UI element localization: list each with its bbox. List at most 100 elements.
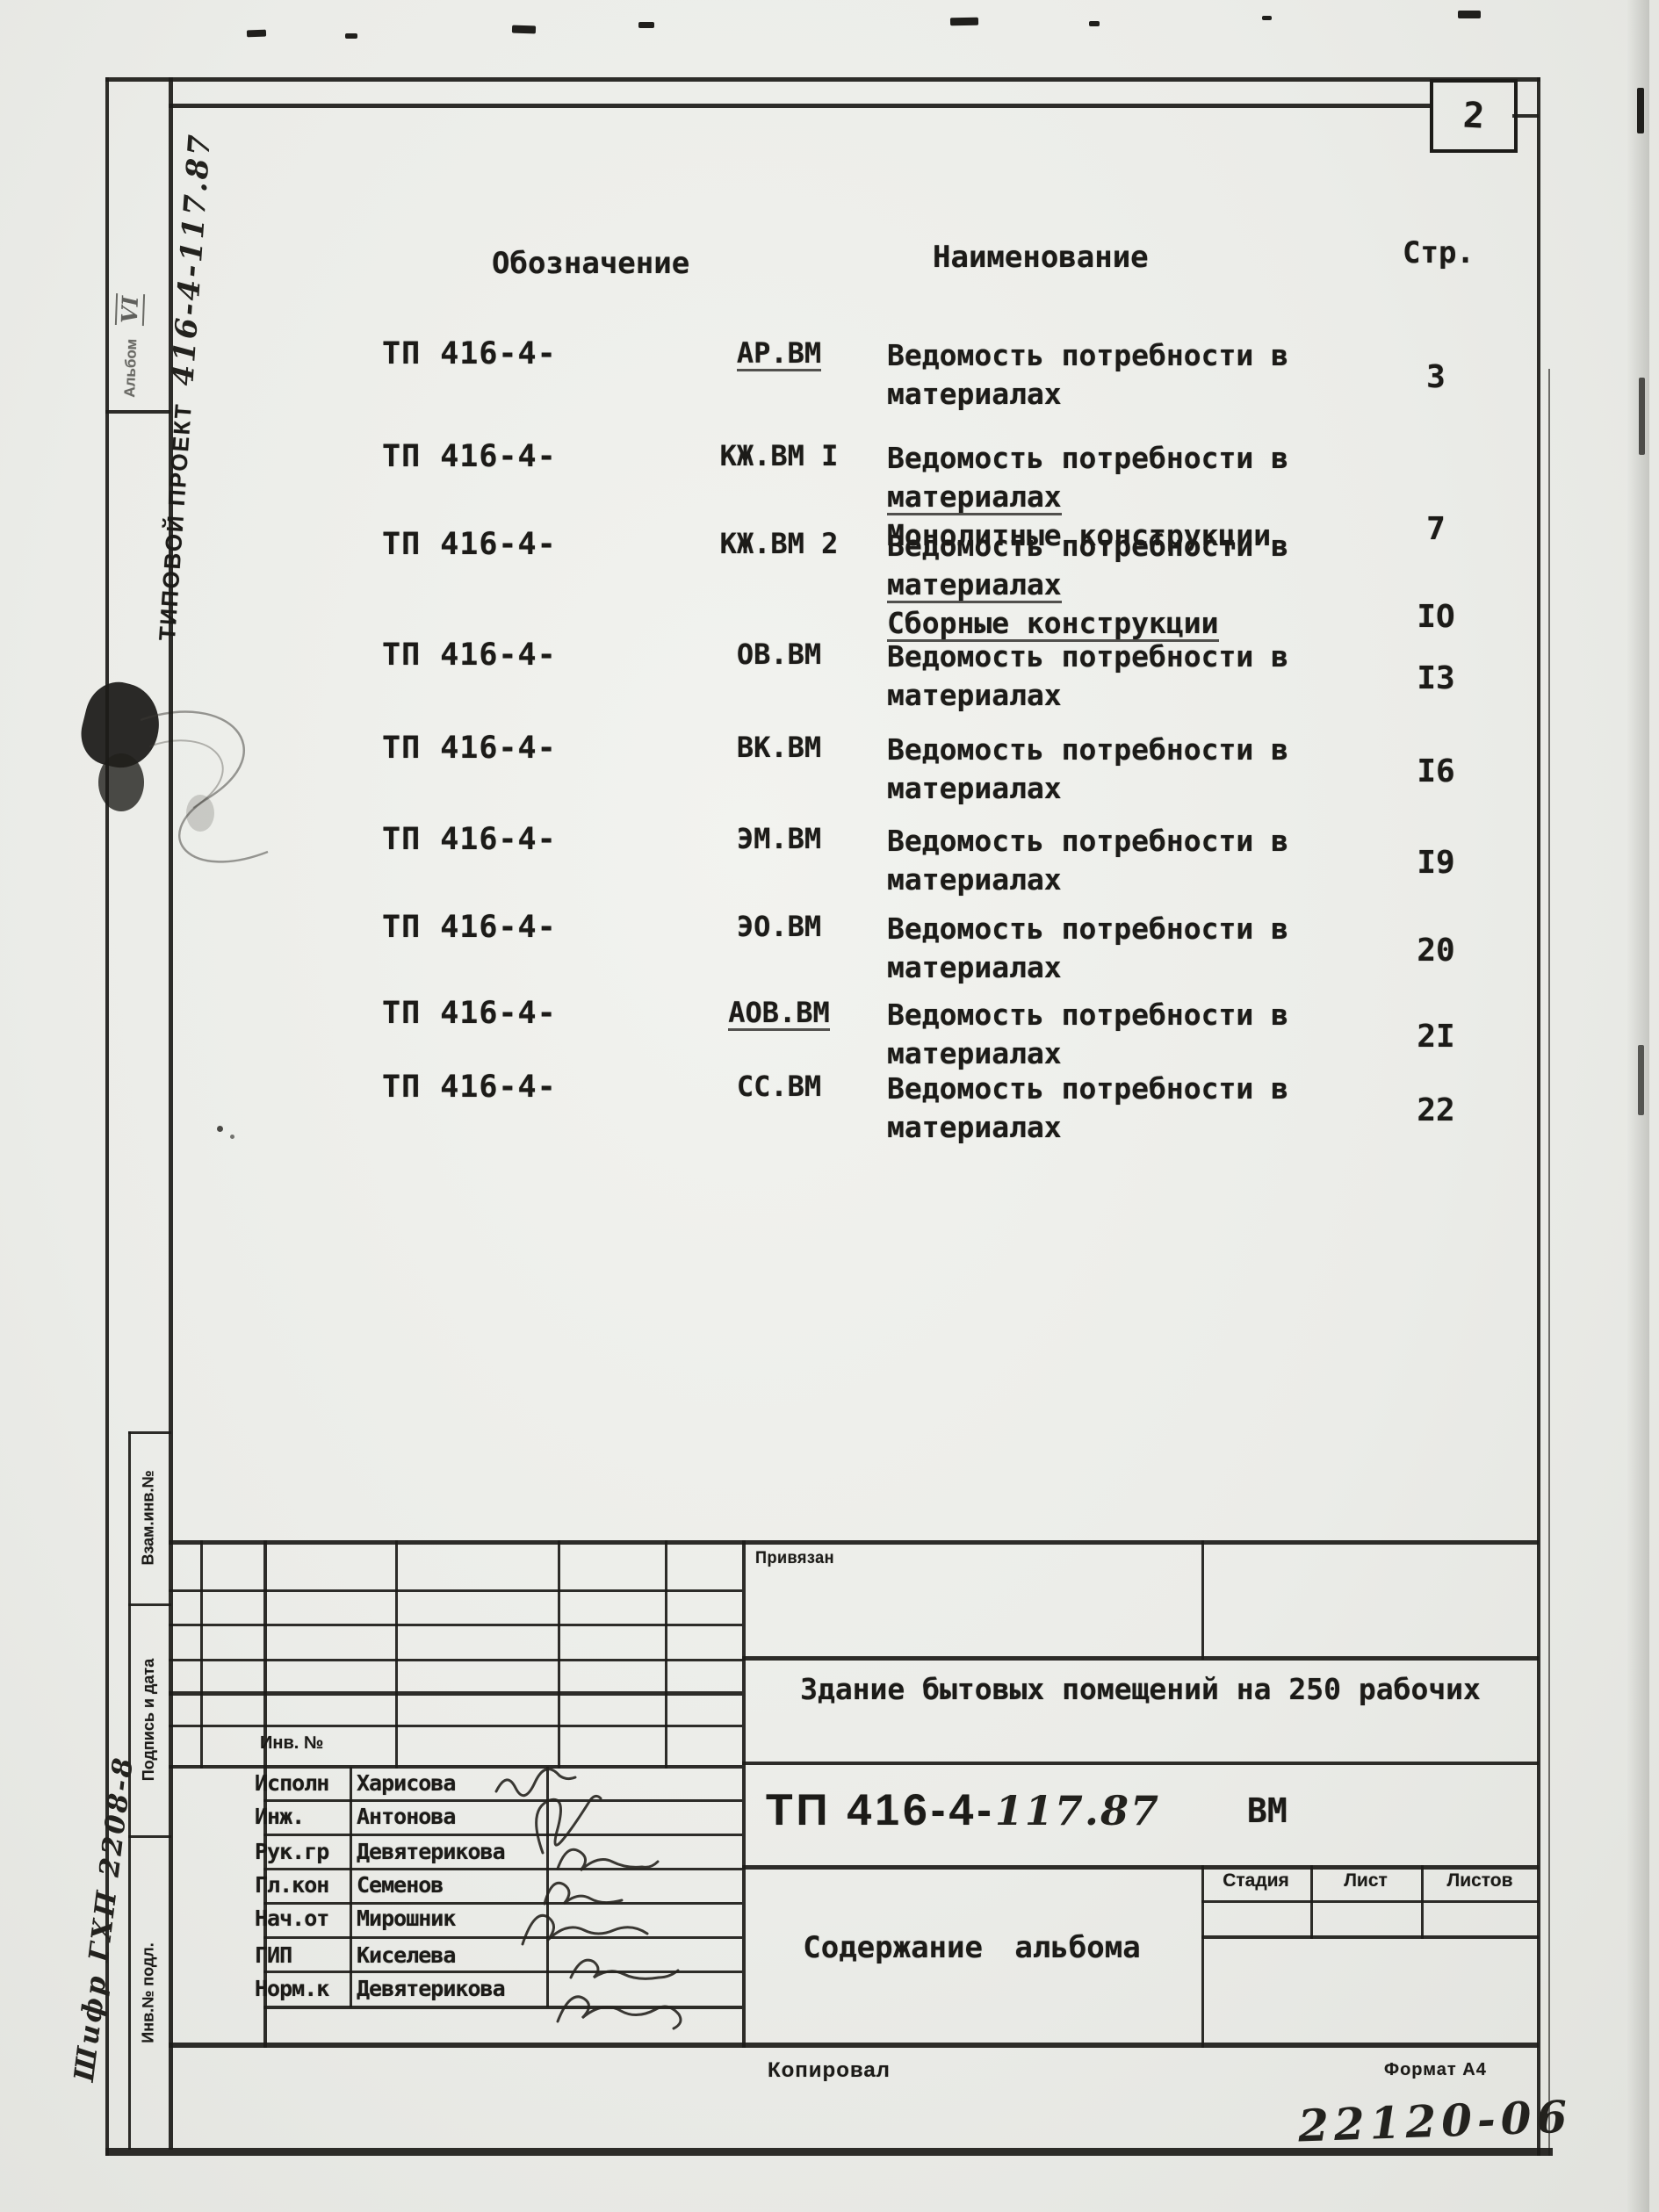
row-description: Ведомость потребности в материалах	[887, 336, 1366, 414]
margin-label-vzam: Взам.инв.№	[140, 1469, 158, 1566]
signer-role: Нач.от	[255, 1906, 329, 1931]
grid-line	[128, 1603, 171, 1606]
row-description: Ведомость потребности в материалах Сборн…	[887, 527, 1366, 643]
object-title: Здание бытовых помещений на 250 рабочих	[800, 1672, 1481, 1706]
signer-row: Гл.кон Семенов	[169, 1872, 748, 1906]
row-designation-prefix: ТП 416-4-	[382, 731, 557, 766]
grid-line	[395, 1540, 398, 1769]
signer-name: Девятерикова	[357, 1976, 506, 2001]
margin-box-vzam: Взам.инв.№	[129, 1431, 169, 1603]
margin-box-podpis: Подпись и дата	[129, 1603, 169, 1835]
outer-frame-right-double	[1548, 369, 1550, 2156]
project-stamp: ТИПОВОЙ ПРОЕКТ 416-4-117.87	[148, 131, 218, 641]
content-title: Содержание альбома	[803, 1930, 1141, 1965]
album-stamp: Альбом VI	[114, 293, 146, 398]
scan-artifact	[246, 29, 267, 38]
signature-squiggle	[569, 1958, 680, 1980]
scan-artifact	[511, 25, 537, 34]
row-page-number: I9	[1417, 845, 1455, 881]
album-label: Альбом	[120, 338, 141, 398]
grid-line	[128, 1835, 171, 1838]
document-number-stamped: ТП 416-4-	[766, 1785, 995, 1834]
grid-line	[350, 1767, 352, 2007]
row-description-line: материалах	[887, 377, 1062, 411]
grid-line	[263, 1936, 742, 1939]
row-description: Ведомость потребности в материалах	[887, 731, 1366, 808]
row-mark-code: СС.ВМ	[736, 1070, 822, 1103]
row-mark-code: КЖ.ВМ 2	[719, 527, 839, 560]
inventory-stamp-number: 22120-06	[1297, 2090, 1574, 2152]
scan-artifact	[1458, 11, 1481, 18]
inner-frame-top	[1512, 114, 1539, 118]
signature-squiggle	[494, 1768, 577, 1798]
signer-name: Семенов	[357, 1872, 444, 1898]
signature-squiggle	[521, 1913, 649, 1946]
signature-squiggle	[535, 1794, 602, 1855]
row-designation-prefix: ТП 416-4-	[382, 527, 557, 562]
signer-name: Антонова	[357, 1804, 456, 1829]
toc-header-name: Наименование	[933, 240, 1149, 275]
row-description-line: Ведомость потребности в	[887, 998, 1288, 1032]
album-number: VI	[114, 293, 146, 326]
row-description-line: Ведомость потребности в	[887, 1071, 1288, 1106]
document-number-hand: 117.87	[994, 1787, 1160, 1834]
grid-line	[169, 1624, 742, 1626]
grid-line	[665, 1540, 667, 1769]
row-description-line: Ведомость потребности в	[887, 338, 1288, 372]
outer-frame-bottom	[105, 2148, 1553, 2156]
project-stamp-label: ТИПОВОЙ ПРОЕКТ	[153, 401, 197, 642]
grid-line	[128, 1431, 171, 1434]
row-designation-prefix: ТП 416-4-	[382, 336, 557, 371]
grid-line	[742, 1656, 1539, 1661]
grid-line	[558, 1540, 560, 1769]
row-mark-code: ОВ.ВМ	[736, 638, 822, 671]
row-description-line: Ведомость потребности в	[887, 911, 1288, 946]
signature-squiggle	[556, 1848, 660, 1872]
row-page-number: I3	[1417, 660, 1455, 696]
row-description-line: материалах	[887, 1036, 1062, 1070]
inner-frame-top	[169, 104, 1430, 108]
grid-line	[169, 1765, 742, 1769]
row-mark-code: ЭО.ВМ	[736, 910, 822, 943]
scan-artifact	[949, 17, 979, 26]
row-page-number: I6	[1417, 753, 1455, 789]
grid-line	[1201, 1900, 1539, 1903]
row-page-number: IO	[1417, 599, 1455, 635]
row-description-line: материалах	[887, 862, 1062, 897]
project-stamp-number: 416-4-117.87	[165, 131, 219, 387]
row-description-line: материалах	[887, 678, 1062, 712]
row-description-line: Ведомость потребности в	[887, 441, 1288, 475]
row-description-line: Монолитные конструкции	[887, 518, 1272, 552]
grid-line	[742, 1865, 1539, 1870]
sheet-number-box: 2	[1430, 79, 1518, 153]
scan-artifact	[1637, 88, 1644, 133]
inner-frame-left	[169, 77, 173, 2150]
signer-row: Нач.от Мирошник	[169, 1906, 748, 1939]
outer-frame-right	[1537, 77, 1540, 2156]
signer-role: Исполн	[255, 1770, 329, 1796]
signer-row: ГИП Киселева	[169, 1942, 748, 1976]
inv-number-label: Инв. №	[260, 1733, 324, 1753]
scan-artifact	[1262, 16, 1272, 20]
row-description: Ведомость потребности в материалах	[887, 996, 1366, 1073]
row-page-number: 3	[1426, 359, 1446, 395]
margin-label-inv-podl: Инв.№ подл.	[140, 1942, 157, 2043]
titleblock-top	[169, 1540, 1539, 1545]
side-strip-bottom	[105, 410, 170, 414]
scan-artifact	[345, 33, 357, 39]
toc-header-page: Стр.	[1403, 235, 1475, 270]
signature-squiggles	[494, 1768, 682, 2030]
signer-role: Рук.гр	[255, 1839, 329, 1864]
grid-line	[742, 1762, 1539, 1765]
signer-role: Инж.	[255, 1804, 305, 1829]
row-description-line: материалах	[887, 567, 1062, 603]
scan-artifact	[1638, 1045, 1644, 1115]
row-page-number: 2I	[1417, 1019, 1455, 1055]
grid-line	[263, 1540, 267, 2048]
row-mark-code: АР.ВМ	[736, 336, 822, 371]
privyazan-label: Привязан	[755, 1549, 834, 1567]
row-description-line: материалах	[887, 771, 1062, 805]
grid-line	[169, 1659, 742, 1661]
copied-label: Копировал	[768, 2058, 891, 2082]
